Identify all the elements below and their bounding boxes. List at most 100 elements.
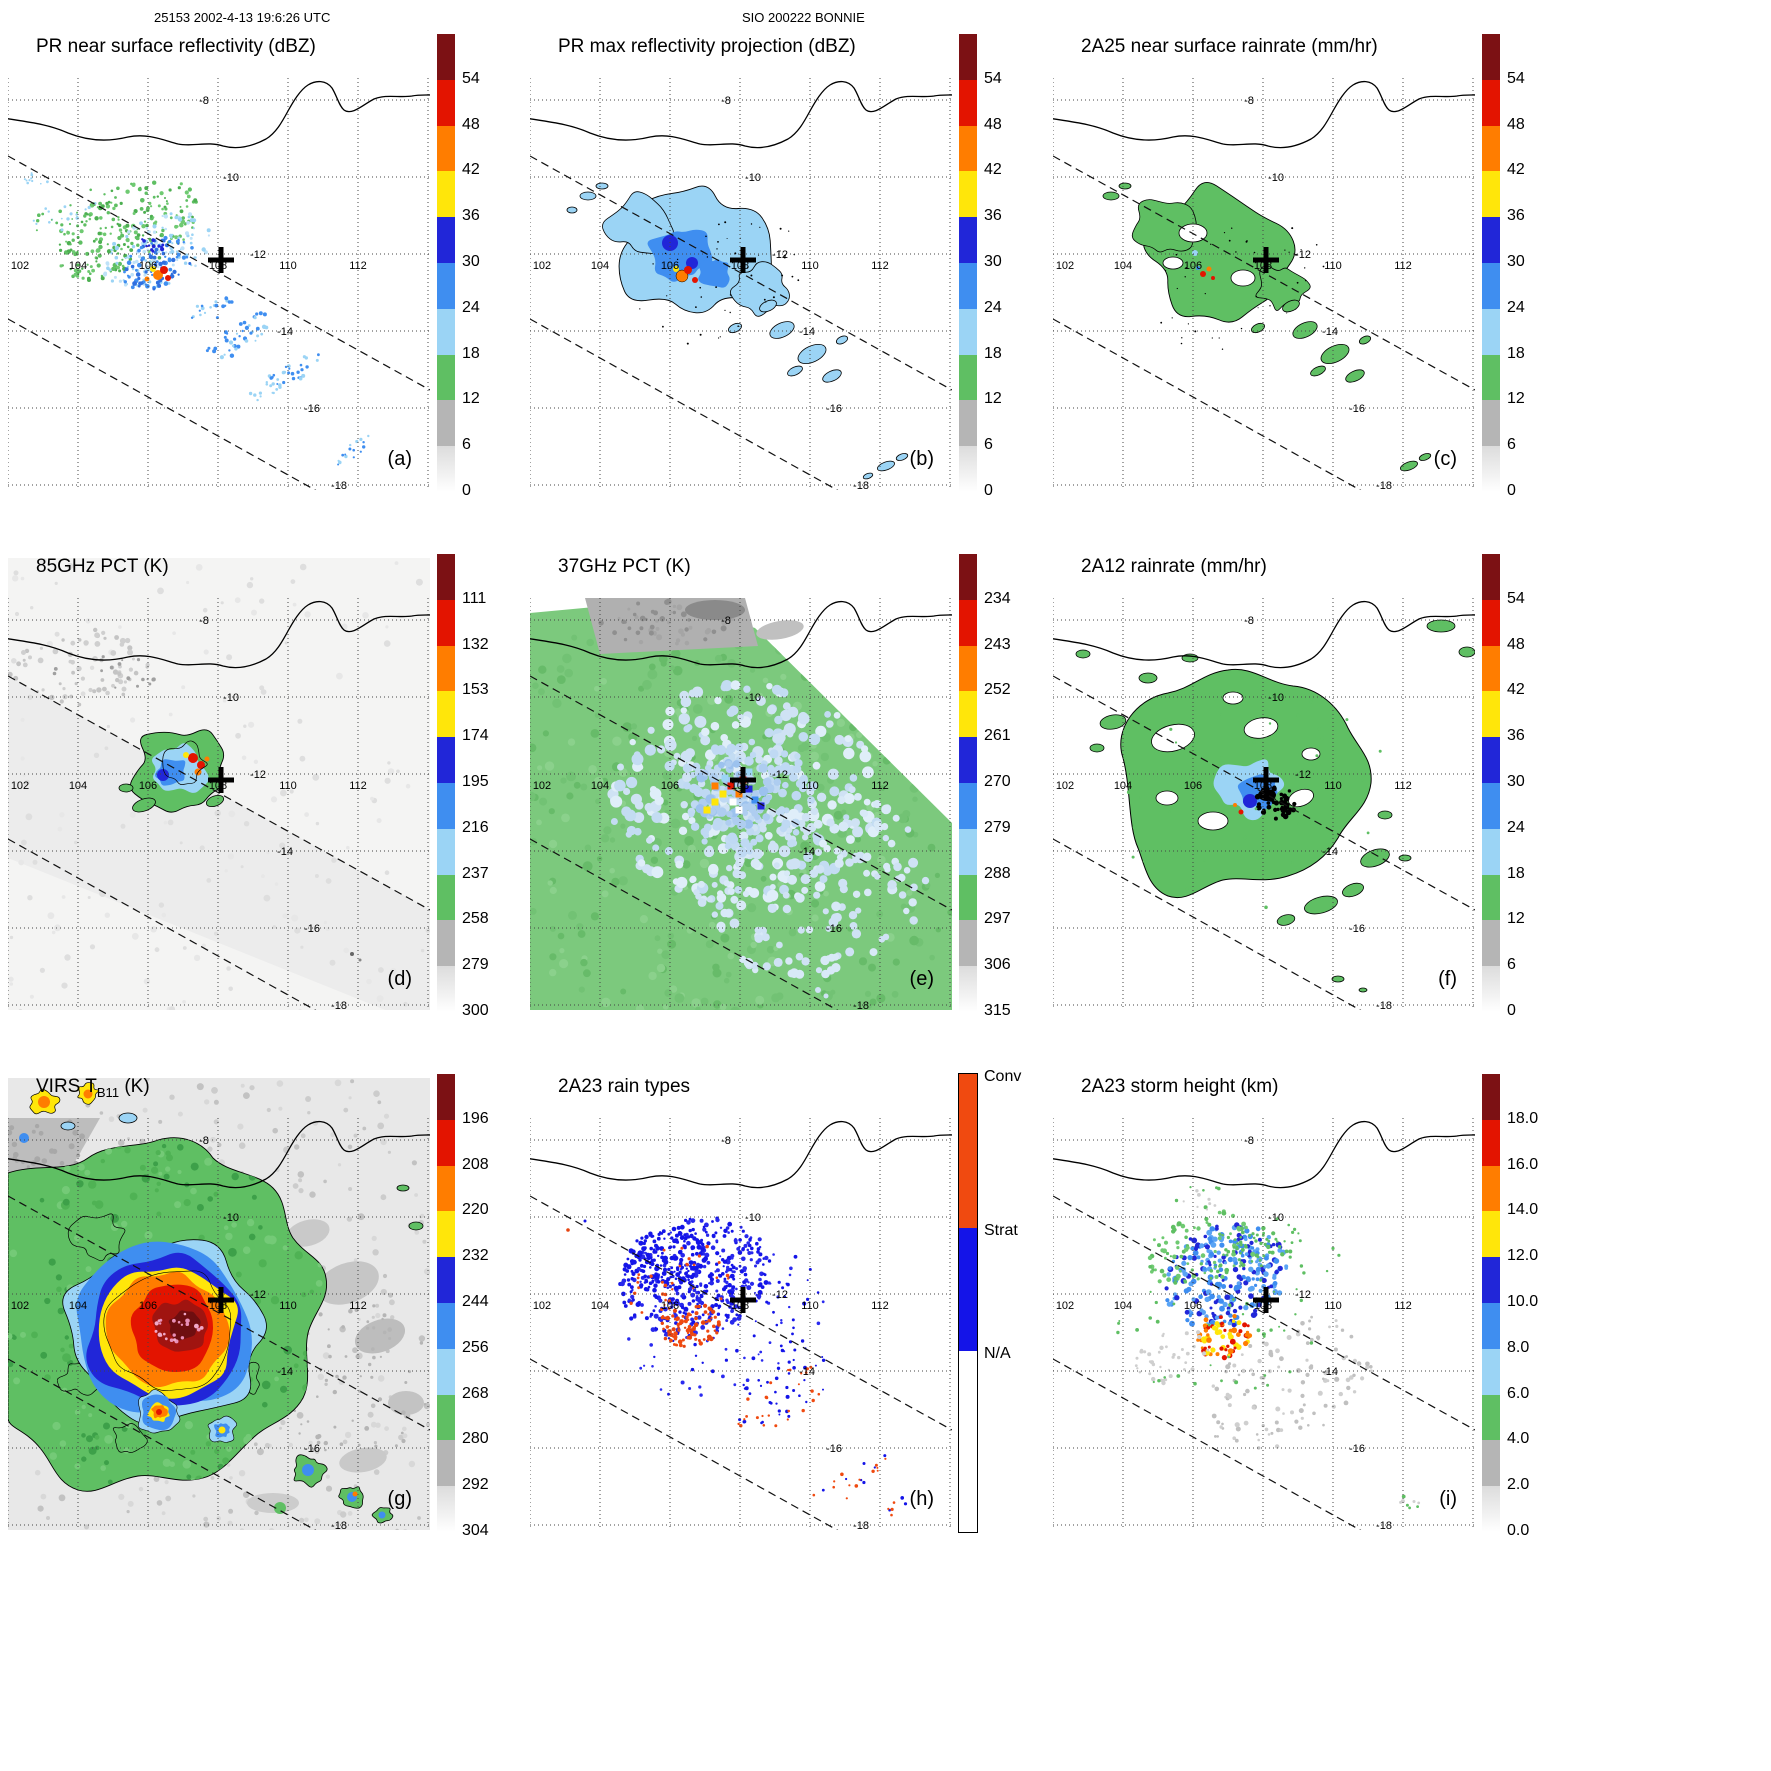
panel-letter: (e) (910, 968, 934, 990)
colorbar-segment (437, 354, 455, 401)
lon-label: 112 (871, 1300, 889, 1312)
colorbar-segment (437, 1119, 455, 1166)
lat-label: -16 (826, 923, 842, 935)
colorbar-segment (959, 171, 977, 218)
colorbar-tick: 306 (984, 956, 1011, 974)
lon-label: 104 (591, 260, 609, 272)
lon-label: 102 (1056, 260, 1074, 272)
lat-label: -8 (1244, 1135, 1254, 1147)
colorbar-tick: 10.0 (1507, 1293, 1539, 1310)
lon-label: 106 (661, 260, 679, 272)
colorbar-segment (437, 125, 455, 172)
panel-title: 37GHz PCT (K) (558, 556, 691, 577)
colorbar-segment (1482, 1119, 1500, 1166)
colorbar-tick: 36 (984, 207, 1002, 225)
colorbar-segment (1482, 645, 1500, 692)
storm-center-marker (208, 247, 234, 273)
colorbar-segment (959, 125, 977, 172)
storm-center-marker (1253, 1287, 1279, 1313)
colorbar-tick: 54 (1507, 589, 1525, 607)
lat-label: -8 (721, 1135, 731, 1147)
lat-label: -16 (304, 1443, 320, 1455)
colorbar-tick: 216 (462, 818, 489, 836)
colorbar-h (958, 1073, 978, 1533)
lon-label: 110 (279, 780, 297, 792)
lat-label: -10 (223, 692, 239, 704)
colorbar-segment (1482, 34, 1500, 80)
colorbar-segment (959, 554, 977, 600)
colorbar-segment (959, 782, 977, 829)
colorbar-segment (437, 1394, 455, 1441)
colorbar-segment (959, 691, 977, 738)
colorbar-segment (959, 1351, 977, 1532)
lat-label: -12 (772, 769, 788, 781)
map-svg-b: 102 104 106 108 110 112-8-10-12-14-16-18(b) (530, 78, 952, 490)
lat-label: -10 (745, 1212, 761, 1224)
lat-label: -18 (331, 480, 347, 490)
colorbar-segment (1482, 1074, 1500, 1120)
map-svg-d: 102 104 106 108 110 112-8-10-12-14-16-18(d) (8, 558, 430, 1010)
coastline (530, 80, 952, 149)
lon-label: 110 (1324, 780, 1342, 792)
storm-center-marker (730, 767, 756, 793)
colorbar-segment (1482, 920, 1500, 967)
colorbar-tick: 14.0 (1507, 1201, 1539, 1219)
lon-label: 110 (801, 780, 819, 792)
lon-label: 102 (533, 1300, 551, 1312)
lat-label: -12 (250, 1289, 266, 1301)
colorbar-segment (437, 1440, 455, 1487)
map-svg-e: 102 104 106 108 110 112-8-10-12-14-16-18(e) (530, 598, 952, 1010)
colorbar-segment (1482, 125, 1500, 172)
colorbar-tick: 243 (984, 635, 1011, 653)
colorbar-tick: 252 (984, 681, 1011, 699)
colorbar-tick: 30 (1507, 773, 1525, 790)
colorbar-segment (1482, 1486, 1500, 1532)
colorbar-segment (1482, 1257, 1500, 1303)
panel-title: 2A23 rain types (558, 1076, 691, 1097)
lon-label: 104 (1114, 260, 1132, 272)
colorbar-tick: 195 (462, 773, 489, 790)
panel-i: 102 104 106 108 110 112 -8 -10 -12 -14 -16 -18 (i) 2A… (1053, 1074, 1583, 1583)
colorbar-segment (437, 737, 455, 783)
colorbar-a (437, 34, 455, 492)
colorbar-segment (1482, 1348, 1500, 1395)
lat-label: -12 (772, 1289, 788, 1301)
lon-label: 102 (11, 1300, 29, 1312)
panel-f: 102 104 106 108 110 112 -8 -10 -12 -14 -16 -18 (f) 2A… (1053, 554, 1583, 1063)
colorbar-segment (1482, 1302, 1500, 1349)
colorbar-tick: 30 (1507, 253, 1525, 270)
colorbar-tick: 237 (462, 864, 489, 882)
colorbar-label: Conv (984, 1068, 1022, 1085)
colorbar-segment (1482, 446, 1500, 492)
lon-label: 110 (801, 260, 819, 272)
colorbar-segment (1482, 874, 1500, 921)
lat-label: -12 (1295, 249, 1311, 261)
panel-letter: (a) (388, 448, 412, 470)
lat-label: -16 (1349, 1443, 1365, 1455)
lon-label: 104 (69, 260, 87, 272)
lon-label: 104 (1114, 780, 1132, 792)
colorbar-label: Strat (984, 1221, 1018, 1239)
colorbar-segment (437, 782, 455, 829)
lat-label: -8 (1244, 615, 1254, 627)
colorbar-tick: 8.0 (1507, 1338, 1530, 1356)
coastline (8, 600, 430, 669)
colorbar-segment (1482, 171, 1500, 218)
lat-label: -8 (199, 615, 209, 627)
coastline (1053, 600, 1475, 669)
colorbar-segment (437, 400, 455, 447)
colorbar-tick: 12 (1507, 910, 1525, 928)
colorbar-segment (437, 691, 455, 738)
colorbar-segment (437, 1211, 455, 1258)
colorbar-segment (437, 1302, 455, 1349)
colorbar-segment (437, 599, 455, 646)
lon-label: 104 (591, 1300, 609, 1312)
panel-e: 102 104 106 108 110 112 -8 -10 -12 -14 -16 -18 (e) 37… (530, 554, 1060, 1063)
colorbar-tick: 6 (462, 436, 471, 454)
colorbar-tick: 6 (984, 436, 993, 454)
lat-label: -12 (1295, 769, 1311, 781)
lat-label: -14 (277, 326, 293, 338)
lon-label: 110 (1324, 1300, 1342, 1312)
lat-label: -10 (223, 172, 239, 184)
lat-label: -14 (799, 846, 815, 858)
